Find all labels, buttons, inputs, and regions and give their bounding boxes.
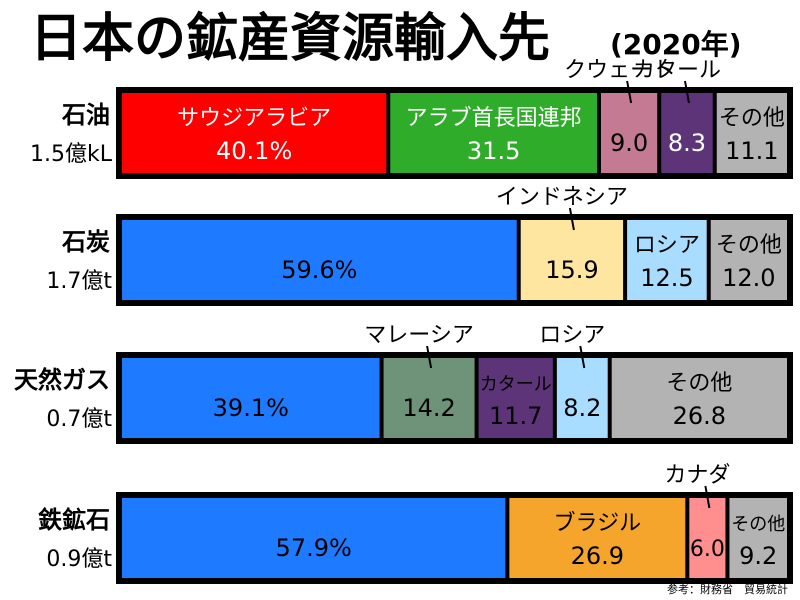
- segment-value: 8.2: [563, 394, 601, 422]
- row-total: 0.9億t: [46, 547, 112, 572]
- row-total: 1.7億t: [46, 269, 112, 294]
- segment-bar: [729, 498, 787, 578]
- chart-rows: 石油 1.5億kL サウジアラビア 40.1% アラブ首長国連邦 31.5 9.0 クウェート…: [14, 58, 793, 584]
- segment-bar: [611, 358, 787, 438]
- segment-label: その他: [731, 514, 785, 535]
- segment-label: カタール: [480, 374, 552, 395]
- callout-label: マレーシア: [364, 323, 474, 348]
- segment-label: アラブ首長国連邦: [406, 106, 582, 131]
- segment-value: 31.5: [467, 137, 520, 165]
- chart-title: 日本の鉱産資源輸入先: [30, 9, 550, 69]
- segment: 9.0 クウェート: [564, 58, 674, 173]
- segment: 39.1%: [122, 358, 380, 438]
- row-name: 石油: [61, 101, 110, 129]
- segment-bar: [689, 498, 726, 578]
- segment-label: サウジアラビア: [177, 106, 331, 131]
- callout-label: インドネシア: [496, 185, 628, 210]
- segment-label: ブラジル: [554, 511, 642, 536]
- segment-label: その他: [716, 233, 782, 258]
- segment-bar: [627, 220, 707, 300]
- row-name: 石炭: [61, 228, 110, 256]
- segment: サウジアラビア 40.1%: [122, 93, 387, 173]
- segment-bar: [661, 93, 713, 173]
- segment-value: 26.8: [673, 402, 726, 430]
- segment-value: 9.2: [739, 542, 777, 570]
- callout-line: [579, 345, 586, 369]
- segment-label: その他: [666, 371, 732, 396]
- segment-value: 14.2: [402, 394, 455, 422]
- segment-value: 11.1: [725, 137, 778, 165]
- segment-bar: [520, 220, 624, 300]
- segment-value: 39.1%: [213, 394, 289, 422]
- segment-value: 15.9: [545, 256, 598, 284]
- segment: 6.0 カナダ: [664, 463, 730, 578]
- segment: 59.6%: [122, 220, 517, 300]
- segment: その他 12.0: [710, 220, 787, 300]
- segment-bar: [509, 498, 686, 578]
- segment-bar: [122, 220, 517, 300]
- segment-bar: [122, 358, 380, 438]
- segment: 14.2 マレーシア: [364, 323, 475, 438]
- segment-value: 8.3: [668, 129, 706, 157]
- callout-line: [626, 80, 633, 104]
- row-total: 0.7億t: [46, 407, 112, 432]
- source-note: 参考：財務省 貿易統計: [667, 583, 788, 596]
- segment-value: 26.9: [571, 542, 624, 570]
- segment: その他 11.1: [716, 93, 787, 173]
- segment-bar: [383, 358, 475, 438]
- segment-label: その他: [719, 106, 785, 131]
- callout-label: ロシア: [539, 323, 605, 348]
- callout-label: カナダ: [664, 463, 730, 488]
- segment-bar: [716, 93, 787, 173]
- callout-line: [568, 207, 575, 231]
- segment-bar: [478, 358, 553, 438]
- callout-line: [704, 485, 711, 509]
- callout-line: [683, 80, 690, 104]
- callout-label: カタール: [633, 58, 721, 83]
- segment: その他 9.2: [729, 498, 787, 578]
- segment: アラブ首長国連邦 31.5: [390, 93, 598, 173]
- segment-bar: [601, 93, 658, 173]
- segment: その他 26.8: [611, 358, 787, 438]
- segment-value: 9.0: [610, 129, 648, 157]
- segment-value: 40.1%: [216, 137, 292, 165]
- row-total: 1.5億kL: [30, 142, 113, 167]
- row-0: 石油 1.5億kL サウジアラビア 40.1% アラブ首長国連邦 31.5 9.0 クウェート…: [30, 58, 793, 179]
- segment-bar: [122, 93, 387, 173]
- segment-bar: [390, 93, 598, 173]
- segment: カタール 11.7: [478, 358, 553, 438]
- row-name: 天然ガス: [14, 366, 110, 394]
- segment-bar: [122, 498, 506, 578]
- callout-line: [426, 345, 433, 369]
- segment-value: 6.0: [690, 537, 725, 562]
- segment-label: ロシア: [634, 233, 700, 258]
- segment: 15.9 インドネシア: [496, 185, 628, 300]
- segment: ブラジル 26.9: [509, 498, 686, 578]
- segment: 57.9%: [122, 498, 506, 578]
- segment: 8.3 カタール: [633, 58, 721, 173]
- segment: ロシア 12.5: [627, 220, 707, 300]
- segment-bar: [710, 220, 787, 300]
- row-name: 鉄鉱石: [38, 506, 110, 534]
- segment: 8.2 ロシア: [539, 323, 608, 438]
- segment-value: 12.0: [722, 264, 775, 292]
- segment-bar: [556, 358, 608, 438]
- segment-value: 57.9%: [276, 534, 352, 562]
- chart-title-year: (2020年): [610, 28, 742, 61]
- segment-value: 11.7: [489, 402, 542, 430]
- segment-value: 12.5: [640, 264, 693, 292]
- callout-label: クウェート: [564, 58, 674, 83]
- segment-value: 59.6%: [281, 256, 357, 284]
